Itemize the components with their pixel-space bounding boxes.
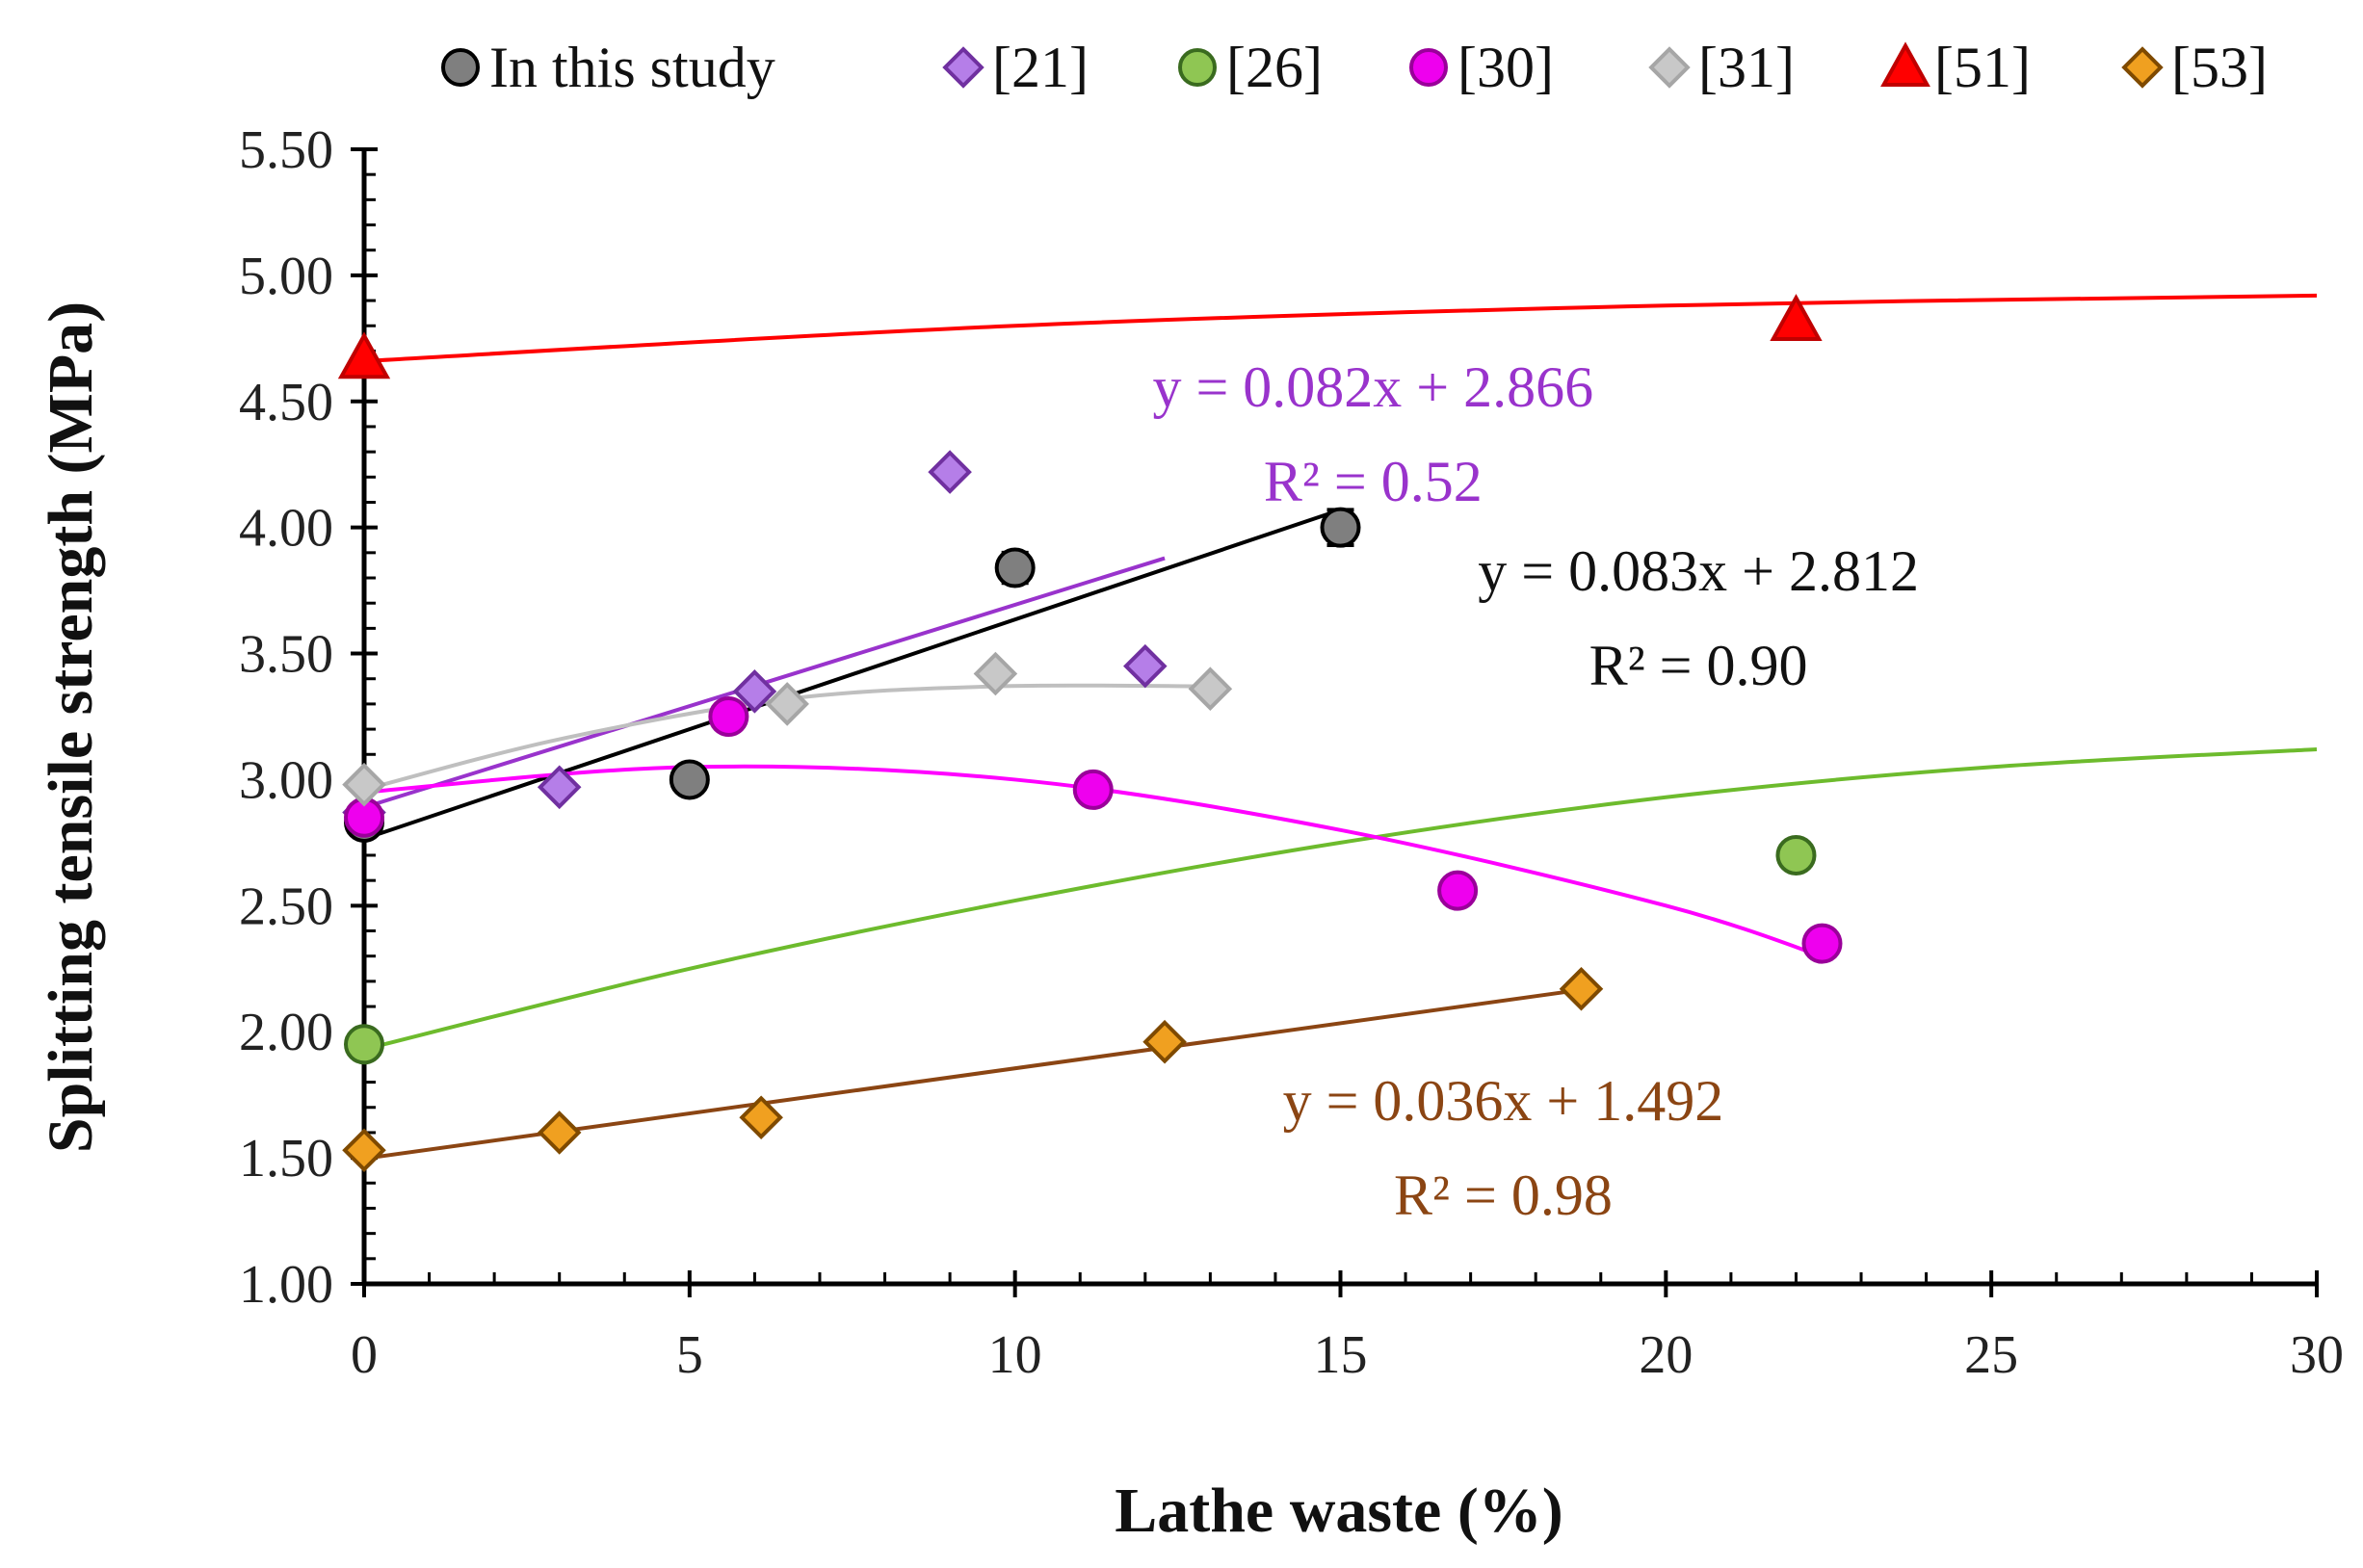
data-point — [1142, 1019, 1187, 1064]
trendline-equation: R² = 0.90 — [1589, 634, 1808, 697]
data-point — [973, 651, 1018, 696]
data-points — [337, 294, 1843, 1173]
data-point — [1072, 769, 1114, 810]
trendline-equation: y = 0.036x + 1.492 — [1283, 1069, 1724, 1133]
y-tick-label: 2.00 — [239, 1003, 333, 1062]
x-tick-label: 15 — [1314, 1325, 1368, 1385]
data-point — [537, 765, 582, 810]
legend-marker — [942, 46, 985, 89]
data-point — [337, 331, 391, 379]
data-point — [1188, 666, 1233, 711]
legend-label: In this study — [489, 36, 775, 99]
x-tick-label: 10 — [988, 1325, 1042, 1385]
y-tick-label: 3.00 — [239, 750, 333, 810]
trendline-equation: y = 0.082x + 2.866 — [1152, 355, 1593, 419]
data-point — [1123, 643, 1168, 689]
data-point — [537, 1111, 582, 1155]
x-axis-title: Lathe waste (%) — [1115, 1476, 1563, 1546]
axes: 1.00 1.50 2.00 2.50 3.00 3.50 4.00 4.50 5.00 5.50… — [239, 120, 2344, 1385]
legend-marker — [1648, 46, 1691, 89]
trend-lines — [363, 293, 2318, 1161]
legend-marker — [441, 48, 480, 87]
trend-line — [363, 293, 2318, 363]
y-tick-label: 5.00 — [239, 247, 333, 306]
data-point — [708, 696, 749, 737]
y-tick-label: 2.50 — [239, 876, 333, 936]
data-point — [342, 1128, 386, 1173]
legend-marker — [1880, 41, 1930, 87]
legend: In this study [21] [26] [30] [31] [51] [53] — [441, 36, 2268, 99]
data-point — [739, 1095, 783, 1140]
legend-marker — [1409, 48, 1448, 87]
y-tick-label: 1.50 — [239, 1129, 333, 1189]
data-point — [344, 1024, 384, 1065]
data-point — [1801, 923, 1843, 964]
x-tick-label: 5 — [676, 1325, 703, 1385]
legend-label: [26] — [1226, 36, 1323, 99]
y-tick-label: 4.50 — [239, 373, 333, 432]
legend-marker — [1178, 48, 1217, 87]
trend-line — [363, 508, 1342, 841]
data-point — [342, 762, 386, 807]
trendline-equation: y = 0.083x + 2.812 — [1478, 539, 1919, 603]
x-tick-label: 25 — [1964, 1325, 2018, 1385]
data-point — [669, 759, 710, 800]
data-point — [732, 669, 777, 714]
trendline-equations: y = 0.082x + 2.866 R² = 0.52 y = 0.083x + … — [1152, 355, 1919, 1227]
data-point — [994, 547, 1036, 588]
legend-marker — [2121, 46, 2164, 89]
data-point — [1559, 966, 1604, 1011]
x-tick-label: 30 — [2290, 1325, 2344, 1385]
trend-line — [363, 747, 2318, 1052]
legend-label: [21] — [992, 36, 1089, 99]
data-point — [1770, 294, 1823, 342]
y-tick-label: 5.50 — [239, 120, 333, 180]
data-point — [1437, 870, 1479, 911]
y-tick-label: 3.50 — [239, 625, 333, 685]
y-tick-label: 4.00 — [239, 499, 333, 559]
data-point — [1320, 507, 1361, 548]
legend-label: [31] — [1698, 36, 1795, 99]
legend-label: [51] — [1934, 36, 2031, 99]
trendline-equation: R² = 0.52 — [1264, 450, 1483, 513]
data-point — [765, 682, 809, 726]
trendline-equation: R² = 0.98 — [1394, 1163, 1613, 1227]
x-tick-label: 20 — [1639, 1325, 1693, 1385]
y-axis-title: Splitting tensile strength (MPa) — [36, 301, 106, 1153]
legend-label: [30] — [1457, 36, 1554, 99]
y-tick-label: 1.00 — [239, 1255, 333, 1315]
x-tick-label: 0 — [351, 1325, 378, 1385]
data-point — [928, 450, 972, 494]
legend-label: [53] — [2171, 36, 2268, 99]
trend-line — [363, 764, 1829, 961]
data-point — [1775, 834, 1817, 875]
